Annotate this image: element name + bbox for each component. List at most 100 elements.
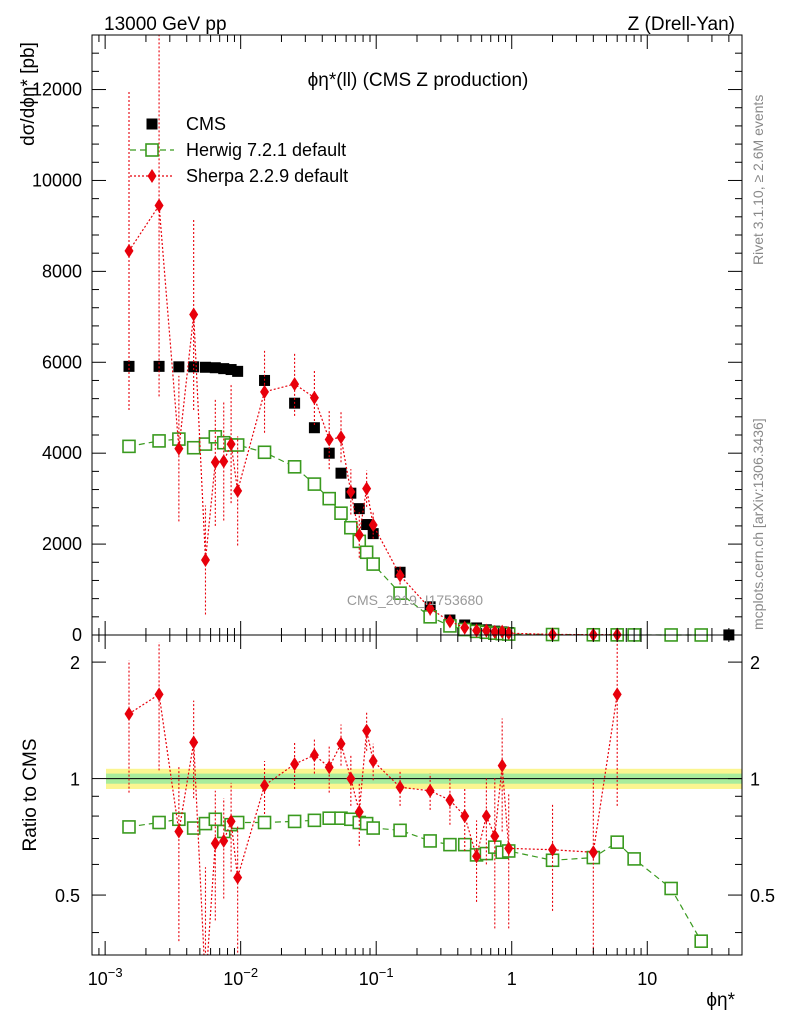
herwig-main-point xyxy=(198,437,213,451)
sherpa-main-point xyxy=(346,484,356,499)
sherpa-ratio-point xyxy=(395,780,405,795)
main-panel: 2000 4000 6000 8000 10000 12000 0 ϕη*(ll) (CMS… xyxy=(18,34,743,645)
sherpa-main-point xyxy=(210,455,220,470)
sherpa-ratio-point xyxy=(481,809,491,824)
sherpa-main-point xyxy=(362,481,372,496)
y-tick-label: 6000 xyxy=(42,352,82,372)
sherpa-main-point xyxy=(460,620,470,635)
legend-marker xyxy=(145,143,159,157)
x-axis-label: ϕη* xyxy=(706,990,735,1011)
sherpa-ratio-point xyxy=(425,783,435,798)
herwig-ratio-point xyxy=(287,814,302,829)
ratio-y-tick-label-right: 0.5 xyxy=(750,886,775,906)
main-series-layer xyxy=(122,35,735,642)
herwig-main-point xyxy=(359,545,374,560)
legend-label: Sherpa 2.2.9 default xyxy=(186,166,348,186)
sherpa-ratio-point xyxy=(354,804,364,819)
ratio-panel: 0.5 0.5 1 1 2 2 10−3 10−2 10−1 1 10 Ratio to CMS ϕ… xyxy=(20,634,775,1011)
header-left: 13000 GeV pp xyxy=(104,14,227,35)
main-ylabel: dσ/dϕη* [pb] xyxy=(18,42,39,146)
sherpa-main-point xyxy=(472,623,482,638)
y-tick-label: 10000 xyxy=(32,170,82,190)
herwig-ratio-point xyxy=(122,820,136,834)
x-tick-label: 10−2 xyxy=(223,965,258,989)
sherpa-ratio-point xyxy=(174,824,184,839)
cms-main-point xyxy=(232,365,244,377)
y-tick-label: 0 xyxy=(72,625,82,645)
sherpa-main-point xyxy=(290,377,300,392)
sherpa-ratio-point xyxy=(346,771,356,786)
herwig-main-point xyxy=(366,557,380,571)
cms-main-point xyxy=(361,519,373,531)
herwig-main-point xyxy=(334,506,348,520)
ratio-band-layer xyxy=(106,768,742,789)
herwig-ratio-point xyxy=(366,821,380,835)
sherpa-main-point xyxy=(309,390,319,405)
herwig-ratio-point xyxy=(257,815,272,830)
x-tick-label: 10−3 xyxy=(88,965,123,989)
herwig-main-point xyxy=(307,477,322,491)
sherpa-ratio-point xyxy=(226,814,236,829)
sherpa-main-line xyxy=(128,203,618,636)
cms-main-point xyxy=(323,447,335,459)
herwig-ratio-point xyxy=(610,835,624,849)
herwig-main-point xyxy=(322,491,336,506)
ratio-ticks: 0.5 0.5 1 1 2 2 10−3 10−2 10−1 1 10 xyxy=(55,635,775,989)
sherpa-main-point xyxy=(233,483,243,498)
cms-main-point xyxy=(218,363,230,375)
ratio-ylabel: Ratio to CMS xyxy=(20,739,41,852)
cms-main-point xyxy=(199,361,211,373)
ratio-y-tick-label: 1 xyxy=(70,770,80,790)
cms-main-point xyxy=(173,361,185,373)
sherpa-ratio-point xyxy=(472,849,482,864)
legend-marker xyxy=(146,118,158,130)
herwig-ratio-point xyxy=(152,815,166,830)
sherpa-main-point xyxy=(189,307,199,322)
herwig-ratio-point xyxy=(443,837,457,852)
sherpa-ratio-point xyxy=(260,778,270,793)
herwig-ratio-point xyxy=(664,881,678,896)
sherpa-ratio-point xyxy=(368,754,378,769)
herwig-main-point xyxy=(152,434,166,448)
sherpa-main-point xyxy=(445,614,455,629)
sherpa-ratio-point xyxy=(124,706,134,721)
ratio-y-tick-label: 0.5 xyxy=(55,886,80,906)
sherpa-ratio-point xyxy=(612,687,622,702)
ratio-y-tick-label-right: 2 xyxy=(750,653,760,673)
sherpa-main-point xyxy=(481,623,491,638)
herwig-ratio-point xyxy=(694,934,709,948)
header-right: Z (Drell-Yan) xyxy=(628,14,735,35)
cms-main-point xyxy=(123,360,135,372)
sherpa-ratio-point xyxy=(290,757,300,772)
sherpa-ratio-point xyxy=(497,758,507,773)
cms-main-point xyxy=(353,503,365,515)
ratio-y-tick-label-right: 1 xyxy=(750,770,760,790)
sherpa-ratio-point xyxy=(460,809,470,824)
herwig-main-point xyxy=(122,439,136,454)
sherpa-ratio-point xyxy=(154,687,164,702)
legend-marker xyxy=(147,169,157,183)
rivet-label: Rivet 3.1.10, ≥ 2.6M events xyxy=(750,95,766,265)
x-tick-label: 10 xyxy=(637,969,657,989)
herwig-main-point xyxy=(344,520,358,535)
y-tick-label: 8000 xyxy=(42,261,82,281)
sherpa-main-point xyxy=(154,198,164,213)
herwig-ratio-point xyxy=(457,837,472,852)
sherpa-main-point xyxy=(368,518,378,532)
sherpa-ratio-point xyxy=(490,829,500,844)
y-tick-label: 12000 xyxy=(32,80,82,100)
legend-label: Herwig 7.2.1 default xyxy=(186,140,346,160)
sherpa-main-point xyxy=(336,430,346,445)
sherpa-main-point xyxy=(425,601,435,616)
sherpa-main-point xyxy=(395,568,405,583)
herwig-main-point xyxy=(287,460,302,474)
sherpa-ratio-point xyxy=(445,793,455,808)
cms-main-point xyxy=(225,364,237,376)
herwig-ratio-point xyxy=(307,813,322,828)
sherpa-ratio-point xyxy=(362,723,372,738)
sherpa-main-point xyxy=(260,384,270,399)
herwig-ratio-point xyxy=(186,821,201,835)
sherpa-ratio-point xyxy=(219,833,229,848)
